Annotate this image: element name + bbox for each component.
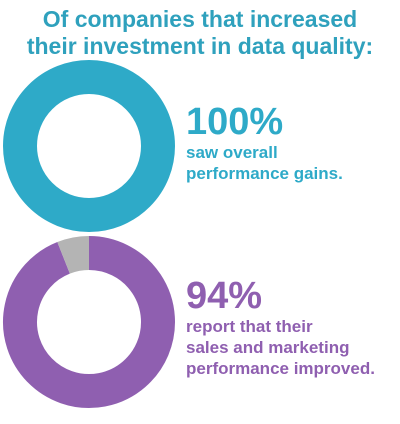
donut-1-slice-1 [3, 60, 175, 232]
stat-block-2: 94% report that their sales and marketin… [186, 276, 375, 379]
infographic-title: Of companies that increased their invest… [0, 6, 400, 60]
donut-2-ring [3, 236, 175, 408]
title-line-1: Of companies that increased [42, 6, 358, 32]
title-line-2: their investment in data quality: [26, 33, 374, 59]
stat-2-value: 94% [186, 275, 263, 317]
stat-1-value: 100% [186, 101, 284, 143]
donut-2-slice-1 [3, 236, 175, 408]
donut-2-slice-2 [57, 236, 90, 274]
stat-2-caption: report that their sales and marketing pe… [186, 317, 375, 378]
stat-block-1: 100% saw overall performance gains. [186, 102, 343, 184]
stat-1-caption: saw overall performance gains. [186, 143, 343, 183]
donut-1-ring [3, 60, 175, 232]
